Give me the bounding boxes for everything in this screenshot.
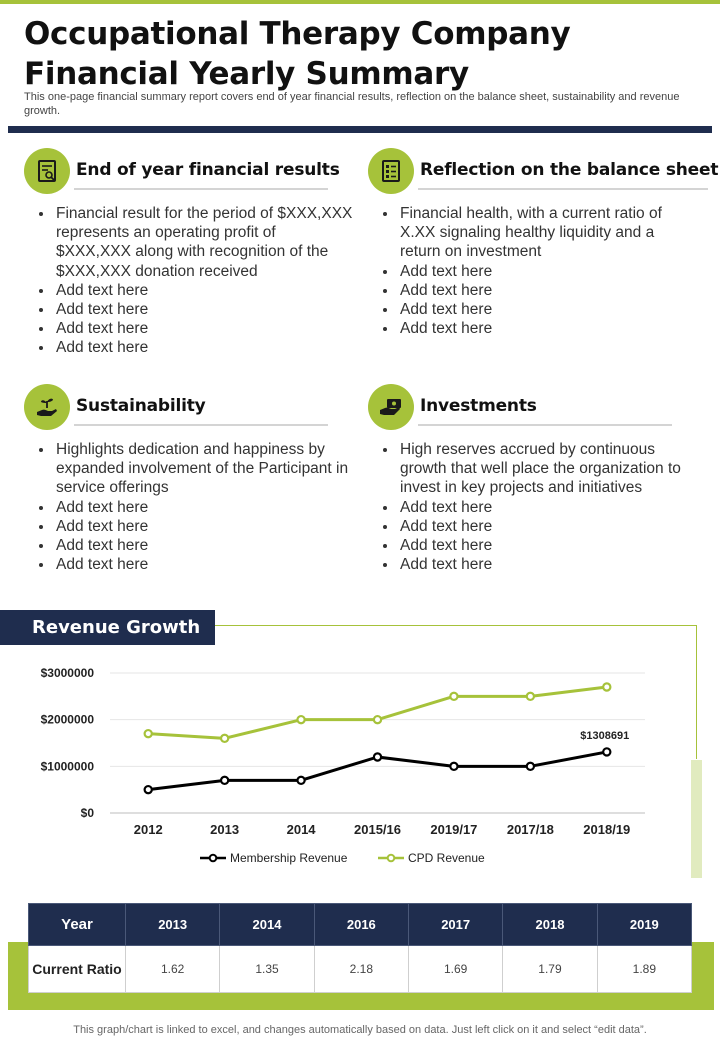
list-item: Add text here [54, 281, 354, 300]
x-tick-label: 2015/16 [354, 822, 401, 837]
section-rule [74, 188, 328, 190]
table-header-row: Year 2013 2014 2016 2017 2018 2019 [28, 903, 693, 946]
bullet-list: Highlights dedication and happiness by e… [36, 440, 354, 574]
table-cell: 1.89 [596, 945, 693, 993]
x-tick-label: 2017/18 [507, 822, 554, 837]
legend-marker [208, 853, 218, 863]
list-item: Add text here [54, 319, 354, 338]
list-item: Add text here [54, 498, 354, 517]
data-point [372, 714, 383, 725]
legend-marker [386, 853, 396, 863]
list-item: Add text here [398, 300, 698, 319]
money-hand-icon [368, 384, 414, 430]
current-ratio-table: Year 2013 2014 2016 2017 2018 2019 Curre… [28, 903, 693, 993]
table-header-year: 2016 [313, 903, 409, 946]
list-item: Highlights dedication and happiness by e… [54, 440, 354, 498]
y-tick-label: $0 [81, 806, 95, 820]
section-rule [418, 188, 708, 190]
legend-label: Membership Revenue [230, 851, 348, 865]
bullet-list: Financial result for the period of $XXX,… [36, 204, 354, 358]
footnote: This graph/chart is linked to excel, and… [73, 1024, 647, 1036]
section-title: Sustainability [76, 396, 206, 416]
data-point [449, 761, 459, 772]
table-header-year: 2018 [502, 903, 598, 946]
table-header-year: 2013 [124, 903, 221, 946]
list-item: Add text here [398, 262, 698, 281]
list-item: Add text here [398, 281, 698, 300]
list-item: Add text here [54, 555, 354, 574]
table-header-year: 2019 [596, 903, 693, 946]
bullet-list: Financial health, with a current ratio o… [380, 204, 698, 338]
revenue-growth-header: Revenue Growth [0, 610, 215, 645]
page-title: Occupational Therapy Company Financial Y… [24, 16, 571, 92]
top-accent-bar [0, 0, 720, 4]
table-cell: 1.79 [502, 945, 598, 993]
data-point [525, 691, 536, 702]
list-item: Add text here [54, 517, 354, 536]
list-item: Add text here [398, 555, 698, 574]
legend-label: CPD Revenue [408, 851, 485, 865]
data-label: $1308691 [580, 730, 629, 742]
data-point [372, 752, 383, 762]
data-point [296, 714, 306, 725]
section-title: End of year financial results [76, 160, 340, 180]
list-item: Add text here [398, 536, 698, 555]
title-divider [8, 126, 712, 133]
table-cell: 1.35 [219, 945, 315, 993]
data-point [296, 775, 306, 786]
x-tick-label: 2014 [287, 822, 317, 837]
series-line [148, 685, 607, 740]
table-cell: 2.18 [313, 945, 409, 993]
list-item: Add text here [54, 300, 354, 319]
data-point [219, 775, 230, 786]
bullet-list: High reserves accrued by continuous grow… [380, 440, 698, 574]
list-item: Add text here [398, 498, 698, 517]
revenue-line-chart[interactable]: $0 $1000000 $2000000 $3000000 2012 2013 2014 20… [20, 655, 680, 875]
section-title: Reflection on the balance sheet [420, 160, 719, 180]
data-point [602, 747, 612, 757]
financial-report-icon [24, 148, 70, 194]
table-header-year: 2017 [407, 903, 504, 946]
data-point [219, 733, 230, 744]
list-item: Financial result for the period of $XXX,… [54, 204, 354, 281]
list-item: Add text here [398, 319, 698, 338]
plant-hand-icon [24, 384, 70, 430]
list-item: Add text here [54, 536, 354, 555]
data-point [449, 691, 459, 702]
x-tick-label: 2018/19 [583, 822, 630, 837]
list-item: Financial health, with a current ratio o… [398, 204, 698, 262]
balance-sheet-icon [368, 148, 414, 194]
current-ratio-table-wrap: Year 2013 2014 2016 2017 2018 2019 Curre… [28, 903, 693, 993]
list-item: Add text here [398, 517, 698, 536]
table-header-label: Year [28, 903, 126, 946]
data-point [143, 728, 153, 739]
section-title: Investments [420, 396, 537, 416]
table-cell: 1.62 [124, 945, 221, 993]
page-subtitle: This one-page financial summary report c… [24, 91, 680, 117]
list-item: High reserves accrued by continuous grow… [398, 440, 698, 498]
chart-frame-accent [691, 760, 702, 878]
x-tick-label: 2019/17 [430, 822, 477, 837]
y-tick-label: $3000000 [41, 666, 95, 680]
y-tick-label: $2000000 [41, 713, 95, 727]
data-point [602, 682, 612, 692]
table-cell: 1.69 [407, 945, 504, 993]
y-tick-label: $1000000 [41, 759, 95, 773]
table-row: Current Ratio 1.62 1.35 2.18 1.69 1.79 1… [28, 945, 693, 993]
section-rule [418, 424, 672, 426]
x-tick-label: 2013 [210, 822, 239, 837]
chart-frame-top [215, 625, 697, 626]
x-tick-label: 2012 [134, 822, 163, 837]
list-item: Add text here [54, 338, 354, 357]
table-header-year: 2014 [219, 903, 315, 946]
table-row-label: Current Ratio [28, 945, 126, 993]
data-point [143, 784, 153, 795]
data-point [525, 761, 536, 772]
chart-frame-right [696, 625, 697, 759]
section-rule [74, 424, 328, 426]
